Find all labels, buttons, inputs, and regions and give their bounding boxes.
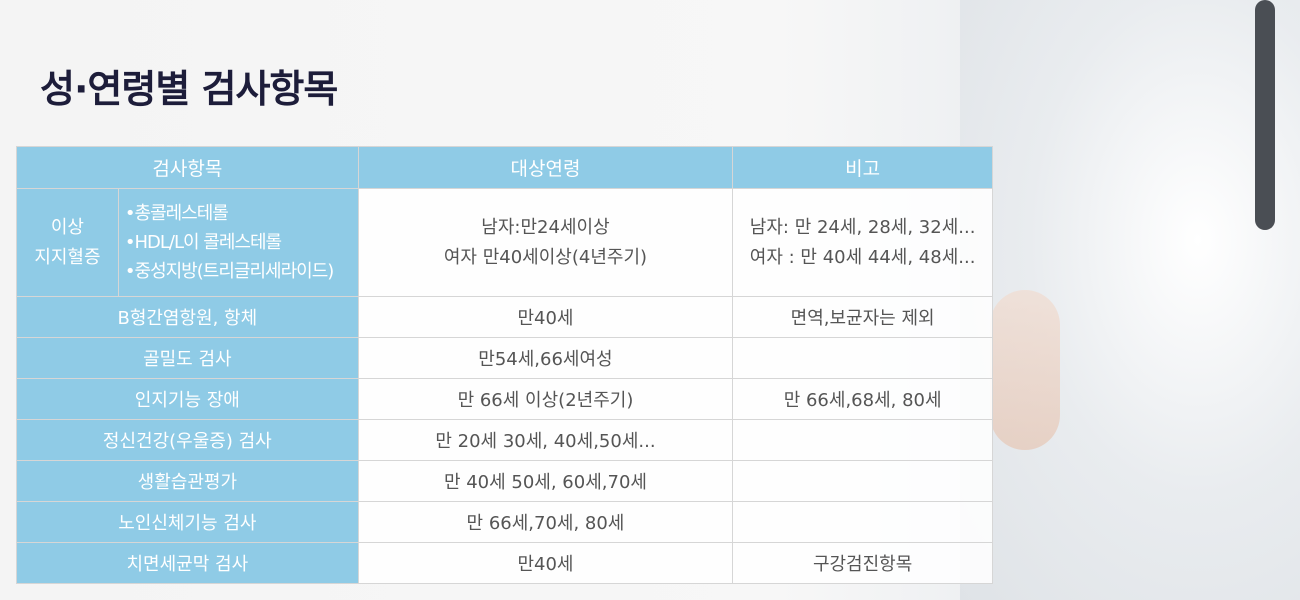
note-cell [732,460,993,502]
age-cell: 만 20세 30세, 40세,50세... [357,419,734,461]
age-line: 남자:만24세이상 [481,216,610,238]
table-row: 인지기능 장애 만 66세 이상(2년주기) 만 66세,68세, 80세 [16,378,993,420]
age-cell: 만 40세 50세, 60세,70세 [357,460,734,502]
header-note: 비고 [732,146,993,189]
age-cell: 만 66세,70세, 80세 [357,501,734,543]
table-row: 골밀도 검사 만54세,66세여성 [16,337,993,379]
note-line: 남자: 만 24세, 28세, 32세... [749,216,976,238]
table-row: 생활습관평가 만 40세 50세, 60세,70세 [16,460,993,502]
table-row: 치면세균막 검사 만40세 구강검진항목 [16,542,993,584]
lipid-label-line: 이상 [50,216,84,238]
item-cell: 정신건강(우울증) 검사 [16,419,359,461]
age-line: 여자 만40세이상(4년주기) [443,246,648,268]
hand-image [990,290,1060,450]
lipid-item: •중성지방(트리글리세라이드) [124,261,334,282]
item-cell: 인지기능 장애 [16,378,359,420]
lipid-age: 남자:만24세이상 여자 만40세이상(4년주기) [357,188,734,297]
header-target-age: 대상연령 [357,146,734,189]
exam-table: 검사항목 대상연령 비고 이상 지지혈증 •총콜레스테롤 •HDL/L이 콜레스… [16,146,993,584]
item-cell: 치면세균막 검사 [16,542,359,584]
note-line: 여자 : 만 40세 44세, 48세... [749,246,976,268]
age-cell: 만40세 [357,296,734,338]
lipid-label: 이상 지지혈증 [16,188,119,297]
age-cell: 만40세 [357,542,734,584]
note-cell: 구강검진항목 [732,542,993,584]
page-title: 성·연령별 검사항목 [40,67,338,111]
item-cell: 생활습관평가 [16,460,359,502]
age-cell: 만 66세 이상(2년주기) [357,378,734,420]
note-cell: 면역,보균자는 제외 [732,296,993,338]
age-cell: 만54세,66세여성 [357,337,734,379]
lipid-item: •HDL/L이 콜레스테롤 [124,232,282,253]
table-row: 노인신체기능 검사 만 66세,70세, 80세 [16,501,993,543]
lipid-items: •총콜레스테롤 •HDL/L이 콜레스테롤 •중성지방(트리글리세라이드) [117,188,359,297]
stethoscope-image [1255,0,1275,230]
note-cell [732,501,993,543]
note-cell [732,337,993,379]
header-exam-item: 검사항목 [16,146,359,189]
table-row: B형간염항원, 항체 만40세 면역,보균자는 제외 [16,296,993,338]
lipid-label-line: 지지혈증 [34,246,101,268]
lipid-item: •총콜레스테롤 [124,203,229,224]
item-cell: 노인신체기능 검사 [16,501,359,543]
table-row: 정신건강(우울증) 검사 만 20세 30세, 40세,50세... [16,419,993,461]
lipid-note: 남자: 만 24세, 28세, 32세... 여자 : 만 40세 44세, 4… [732,188,993,297]
note-cell: 만 66세,68세, 80세 [732,378,993,420]
item-cell: 골밀도 검사 [16,337,359,379]
item-cell: B형간염항원, 항체 [16,296,359,338]
table-row: 이상 지지혈증 •총콜레스테롤 •HDL/L이 콜레스테롤 •중성지방(트리글리… [16,188,993,297]
note-cell [732,419,993,461]
table-header-row: 검사항목 대상연령 비고 [16,146,993,189]
